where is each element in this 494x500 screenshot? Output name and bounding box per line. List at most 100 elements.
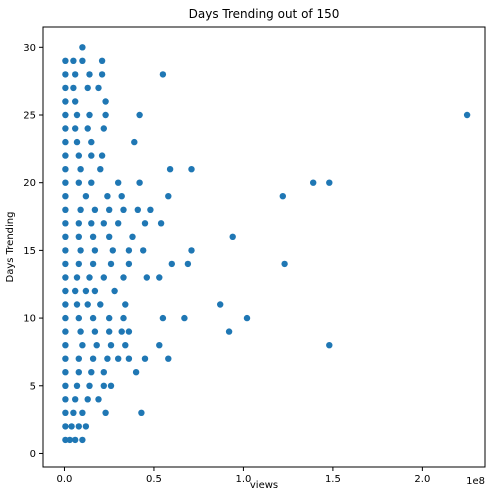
scatter-point bbox=[326, 179, 333, 186]
scatter-point bbox=[279, 193, 286, 200]
scatter-point bbox=[68, 423, 75, 430]
scatter-point bbox=[225, 328, 233, 335]
scatter-point bbox=[97, 301, 104, 308]
scatter-point bbox=[91, 206, 99, 213]
x-tick-label: 0.5 bbox=[146, 474, 162, 485]
scatter-point bbox=[120, 206, 127, 213]
scatter-point bbox=[70, 409, 77, 416]
scatter-point bbox=[75, 152, 83, 159]
scatter-point bbox=[62, 369, 69, 376]
scatter-point bbox=[140, 247, 147, 254]
scatter-point bbox=[91, 328, 99, 335]
scatter-point bbox=[147, 206, 154, 213]
scatter-point bbox=[107, 342, 115, 349]
scatter-point bbox=[107, 382, 115, 389]
scatter-point bbox=[75, 260, 83, 268]
scatter-point bbox=[98, 57, 106, 64]
x-tick-label: 2.0 bbox=[414, 474, 430, 485]
scatter-point bbox=[122, 342, 129, 349]
scatter-point bbox=[70, 84, 77, 92]
scatter-point bbox=[106, 233, 113, 240]
scatter-point bbox=[100, 125, 108, 132]
scatter-point bbox=[188, 247, 195, 254]
scatter-point bbox=[107, 260, 115, 268]
scatter-point bbox=[89, 314, 97, 322]
scatter-point bbox=[62, 328, 69, 335]
x-axis-title: views bbox=[250, 480, 278, 491]
scatter-point bbox=[157, 220, 165, 227]
scatter-point bbox=[75, 369, 83, 376]
scatter-point bbox=[188, 166, 195, 173]
scatter-point bbox=[73, 382, 81, 389]
marks-layer bbox=[62, 44, 471, 444]
scatter-point bbox=[75, 220, 83, 227]
scatter-point bbox=[97, 166, 104, 173]
scatter-point bbox=[75, 179, 83, 186]
scatter-point bbox=[62, 382, 69, 389]
y-tick-label: 5 bbox=[30, 381, 36, 392]
scatter-point bbox=[62, 355, 69, 362]
scatter-point bbox=[310, 179, 317, 186]
scatter-point bbox=[62, 220, 69, 227]
scatter-point bbox=[62, 409, 69, 416]
scatter-point bbox=[89, 355, 97, 362]
scatter-point bbox=[106, 206, 113, 213]
scatter-point bbox=[84, 301, 91, 308]
scatter-point bbox=[72, 287, 79, 295]
y-tick-label: 10 bbox=[23, 314, 36, 325]
scatter-point bbox=[88, 152, 95, 159]
scatter-point bbox=[62, 206, 69, 213]
scatter-point bbox=[75, 314, 83, 322]
scatter-point bbox=[109, 247, 117, 254]
scatter-point bbox=[100, 274, 108, 281]
scatter-point bbox=[326, 342, 333, 349]
scatter-point bbox=[115, 220, 122, 227]
scatter-point bbox=[79, 342, 86, 349]
scatter-point bbox=[77, 206, 84, 213]
y-tick-label: 25 bbox=[23, 111, 36, 122]
scatter-point bbox=[62, 179, 69, 186]
scatter-point bbox=[184, 260, 192, 268]
scatter-point bbox=[125, 247, 133, 254]
scatter-point bbox=[62, 260, 69, 268]
scatter-point bbox=[73, 138, 81, 146]
scatter-point bbox=[88, 220, 95, 227]
scatter-point bbox=[79, 57, 86, 64]
scatter-point bbox=[93, 342, 100, 349]
scatter-point bbox=[115, 179, 122, 186]
scatter-point bbox=[141, 220, 149, 227]
scatter-point bbox=[79, 436, 86, 444]
scatter-point bbox=[89, 233, 97, 240]
scatter-point bbox=[166, 166, 174, 173]
scatter-point bbox=[84, 396, 91, 403]
scatter-point bbox=[62, 274, 69, 281]
scatter-point bbox=[88, 369, 95, 376]
scatter-point bbox=[62, 287, 69, 295]
scatter-point bbox=[84, 84, 91, 92]
scatter-point bbox=[129, 233, 136, 240]
scatter-point bbox=[115, 355, 122, 362]
y-tick-label: 30 bbox=[23, 43, 36, 54]
scatter-point bbox=[86, 71, 93, 78]
x-tick-label: 1.5 bbox=[325, 474, 341, 485]
scatter-point bbox=[118, 328, 125, 335]
scatter-point bbox=[77, 328, 84, 335]
scatter-point bbox=[168, 260, 175, 268]
scatter-point bbox=[82, 287, 90, 295]
scatter-point bbox=[141, 355, 149, 362]
scatter-point bbox=[125, 328, 133, 335]
scatter-point bbox=[111, 287, 118, 295]
scatter-point bbox=[143, 274, 150, 281]
scatter-point bbox=[77, 247, 84, 254]
scatter-point bbox=[82, 423, 90, 430]
scatter-point bbox=[138, 409, 145, 416]
scatter-point bbox=[159, 71, 167, 78]
scatter-point bbox=[62, 301, 69, 308]
scatter-point bbox=[102, 98, 109, 105]
scatter-point bbox=[86, 382, 93, 389]
scatter-point bbox=[84, 125, 91, 132]
y-axis-title: Days Trending bbox=[5, 212, 16, 283]
scatter-point bbox=[86, 111, 93, 119]
scatter-point bbox=[62, 233, 69, 240]
x-tick-label: 0.0 bbox=[57, 474, 73, 485]
